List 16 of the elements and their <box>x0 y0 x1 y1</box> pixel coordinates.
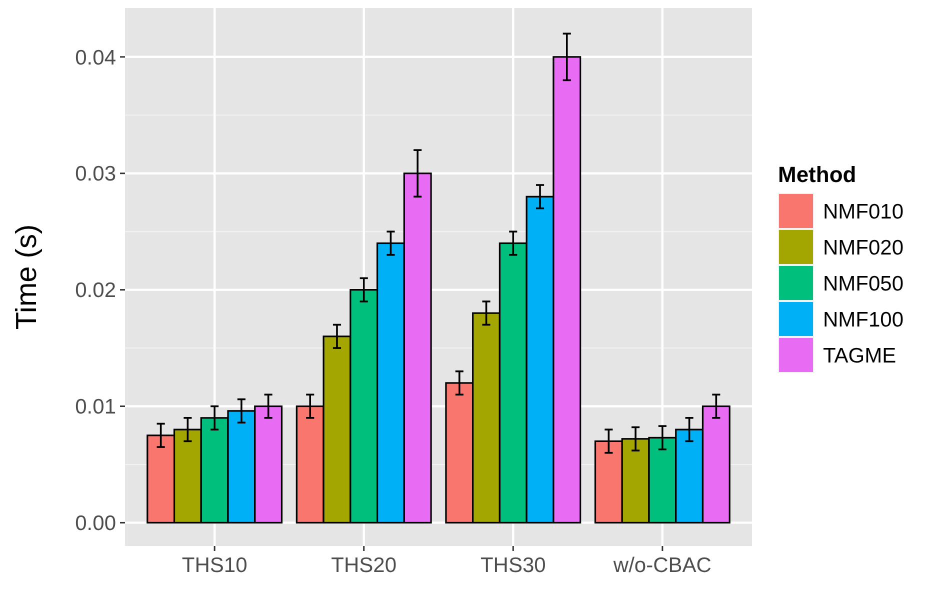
x-tick-label: THS30 <box>480 554 546 577</box>
legend-title: Method <box>778 162 856 187</box>
y-axis-title: Time (s) <box>11 224 43 330</box>
legend-label: NMF020 <box>823 236 904 260</box>
x-tick-label: w/o-CBAC <box>612 554 712 577</box>
y-tick-label: 0.02 <box>75 279 116 302</box>
y-tick-label: 0.01 <box>75 396 116 419</box>
x-tick-label: THS20 <box>331 554 397 577</box>
y-tick-label: 0.03 <box>75 162 116 186</box>
legend-label: NMF100 <box>823 308 904 332</box>
legend-label: TAGME <box>823 344 896 368</box>
y-tick-label: 0.00 <box>75 512 116 536</box>
legend-label: NMF050 <box>823 272 904 296</box>
x-tick-label: THS10 <box>182 554 248 577</box>
y-tick-label: 0.04 <box>75 46 116 70</box>
legend-label: NMF010 <box>823 200 904 224</box>
